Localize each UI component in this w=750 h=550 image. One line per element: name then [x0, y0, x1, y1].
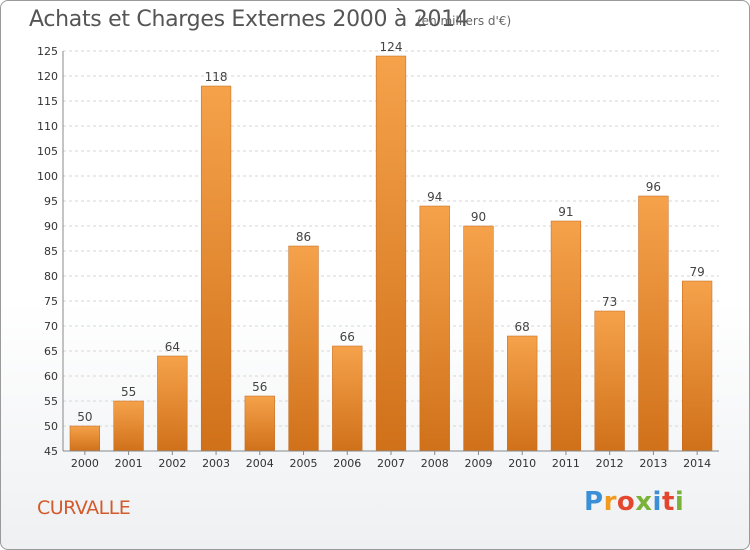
y-tick-label: 55	[44, 395, 58, 408]
x-tick-label: 2007	[377, 457, 405, 470]
x-tick-label: 2011	[552, 457, 580, 470]
bar-value-label: 94	[427, 190, 442, 204]
y-tick-label: 110	[37, 120, 58, 133]
x-tick-label: 2005	[290, 457, 318, 470]
y-tick-label: 45	[44, 445, 58, 458]
bar-2003	[200, 85, 232, 452]
bar-value-label: 90	[471, 210, 486, 224]
y-tick-label: 100	[37, 170, 58, 183]
y-tick-label: 120	[37, 70, 58, 83]
bar-2011	[550, 220, 582, 452]
x-tick-label: 2014	[683, 457, 711, 470]
bar-2007	[375, 55, 407, 452]
y-tick-label: 90	[44, 220, 58, 233]
bar-2000	[69, 425, 100, 452]
bar-value-label: 50	[77, 410, 92, 424]
bar-value-label: 91	[558, 205, 573, 219]
bar-value-label: 55	[121, 385, 136, 399]
y-tick-label: 65	[44, 345, 58, 358]
bar-2001	[113, 400, 144, 452]
y-tick-label: 115	[37, 95, 58, 108]
x-tick-label: 2004	[246, 457, 274, 470]
bar-value-label: 66	[340, 330, 355, 344]
x-tick-label: 2013	[639, 457, 667, 470]
bar-2006	[332, 345, 363, 452]
x-tick-label: 2010	[508, 457, 536, 470]
y-tick-label: 50	[44, 420, 58, 433]
city-label: CURVALLE	[37, 497, 131, 519]
y-tick-label: 125	[37, 45, 58, 58]
bar-2002	[157, 355, 188, 452]
y-tick-label: 75	[44, 295, 58, 308]
bar-value-label: 79	[689, 265, 704, 279]
bar-value-label: 118	[205, 70, 228, 84]
x-tick-label: 2006	[333, 457, 361, 470]
x-tick-label: 2008	[421, 457, 449, 470]
bar-value-label: 86	[296, 230, 311, 244]
x-tick-label: 2002	[158, 457, 186, 470]
bar-2012	[594, 310, 625, 452]
bar-2005	[288, 245, 319, 452]
bar-value-label: 64	[165, 340, 180, 354]
bar-value-label: 73	[602, 295, 617, 309]
x-tick-label: 2003	[202, 457, 230, 470]
bar-2013	[638, 195, 669, 452]
y-tick-label: 105	[37, 145, 58, 158]
x-tick-label: 2001	[115, 457, 143, 470]
x-tick-label: 2012	[596, 457, 624, 470]
bar-value-label: 96	[646, 180, 661, 194]
y-tick-label: 85	[44, 245, 58, 258]
x-tick-label: 2009	[464, 457, 492, 470]
chart-title: Achats et Charges Externes 2000 à 2014	[29, 7, 469, 32]
chart-subtitle: (en milliers d'€)	[417, 14, 512, 28]
y-tick-label: 80	[44, 270, 58, 283]
y-tick-label: 70	[44, 320, 58, 333]
y-tick-label: 60	[44, 370, 58, 383]
x-tick-label: 2000	[71, 457, 99, 470]
bar-2009	[463, 225, 494, 452]
bar-value-label: 124	[380, 40, 403, 54]
y-tick-label: 95	[44, 195, 58, 208]
bar-value-label: 68	[515, 320, 530, 334]
bar-value-label: 56	[252, 380, 267, 394]
bar-2004	[244, 395, 275, 452]
bar-2008	[419, 205, 450, 452]
bar-2010	[507, 335, 538, 452]
proxiti-logo: Proxiti	[584, 487, 685, 517]
bar-2014	[682, 280, 713, 452]
